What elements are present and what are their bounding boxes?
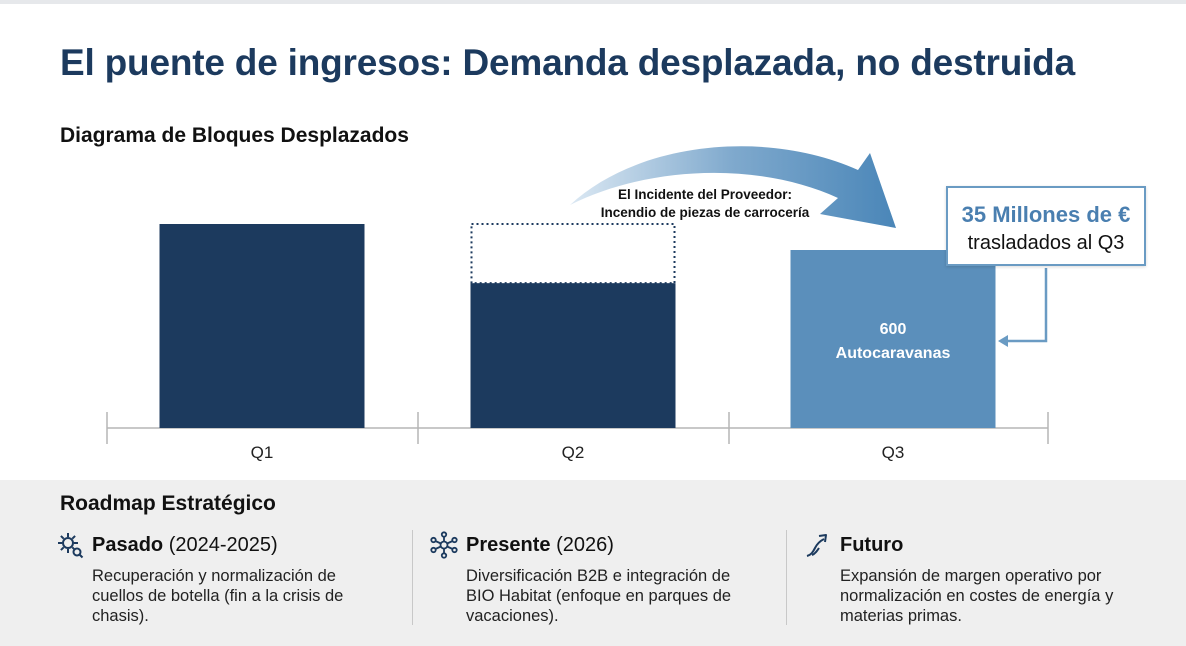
- roadmap-title: Roadmap Estratégico: [60, 492, 276, 515]
- roadmap-present-title: Presente: [466, 533, 551, 556]
- shift-arrow: [570, 146, 896, 228]
- incident-detail: Incendio de piezas de carrocería: [600, 205, 810, 220]
- roadmap-past-text: Recuperación y normalización de cuellos …: [92, 567, 344, 625]
- bar-q3: [790, 250, 996, 428]
- callout-connector: [1004, 268, 1048, 343]
- roadmap-column-future: Futuro Expansión de margen operativo por…: [804, 530, 1124, 626]
- network-icon: [430, 531, 458, 559]
- gear-icon: [58, 533, 84, 559]
- x-tick-label: Q1: [251, 443, 274, 462]
- chart-title: Diagrama de Bloques Desplazados: [60, 124, 409, 147]
- roadmap-past-title: Pasado: [92, 533, 164, 556]
- growth-arrow-icon: [806, 534, 827, 557]
- x-tick-label: Q3: [882, 443, 905, 462]
- bar-data-label: 600: [880, 321, 907, 338]
- roadmap-column-past: Pasado (2024-2025) Recuperación y normal…: [56, 530, 376, 626]
- column-divider: [786, 530, 787, 625]
- bar-q1: [159, 224, 365, 428]
- roadmap-past-period: (2024-2025): [168, 533, 278, 556]
- incident-annotation: El Incidente del Proveedor: Incendio de …: [590, 186, 820, 222]
- displaced-block-outline: [470, 223, 676, 285]
- displaced-blocks-chart: Q1 Q2 Q3 600 Autocaravanas: [106, 146, 1049, 462]
- callout-amount: 35 Millones de €: [961, 202, 1131, 227]
- roadmap-column-present: Presente (2026) Diversificación B2B e in…: [430, 530, 750, 626]
- roadmap-present-period: (2026): [556, 533, 614, 556]
- column-divider: [412, 530, 413, 625]
- bar-data-label: Autocaravanas: [836, 345, 951, 362]
- callout-connector-arrowhead: [998, 335, 1008, 347]
- incident-title: El Incidente del Proveedor:: [617, 187, 793, 202]
- bar-q2: [470, 283, 676, 428]
- x-tick-label: Q2: [562, 443, 585, 462]
- top-rule: [0, 0, 1186, 4]
- roadmap-section: Roadmap Estratégico Pasado (2024-2025) R…: [0, 480, 1186, 646]
- callout-subtext: trasladados al Q3: [967, 232, 1125, 254]
- roadmap-future-title: Futuro: [840, 533, 904, 556]
- roadmap-future-text: Expansión de margen operativo por normal…: [840, 567, 1114, 625]
- shift-callout: 35 Millones de € trasladados al Q3: [946, 186, 1146, 266]
- roadmap-present-text: Diversificación B2B e integración de BIO…: [466, 567, 732, 625]
- page-title: El puente de ingresos: Demanda desplazad…: [60, 42, 1075, 83]
